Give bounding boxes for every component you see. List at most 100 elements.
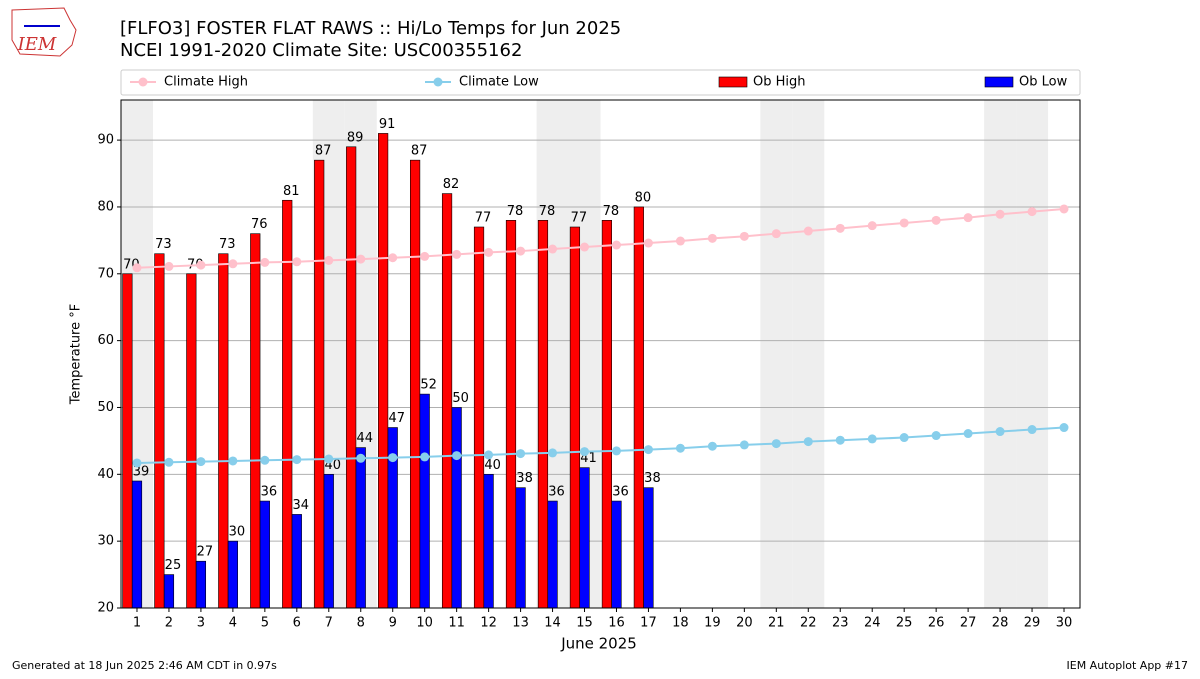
- data-label: 73: [155, 237, 172, 252]
- bar: [154, 253, 165, 609]
- point: [643, 445, 653, 455]
- bar: [250, 233, 261, 609]
- bar: [419, 393, 430, 609]
- point: [675, 443, 685, 453]
- legend-swatch: [718, 76, 748, 88]
- bar: [163, 574, 175, 609]
- x-tick-label: 9: [389, 616, 397, 631]
- point: [292, 257, 302, 267]
- point: [931, 215, 941, 225]
- bar: [131, 480, 143, 609]
- x-tick-label: 5: [261, 616, 269, 631]
- x-tick-label: 29: [1024, 616, 1041, 631]
- x-tick-label: 23: [832, 616, 849, 631]
- logo-outline: [11, 7, 77, 57]
- data-label: 36: [261, 485, 278, 500]
- bar: [314, 159, 325, 609]
- plot-frame: [120, 99, 1081, 609]
- bar: [186, 273, 197, 609]
- point: [132, 458, 142, 468]
- point: [611, 446, 621, 456]
- point: [452, 249, 462, 259]
- x-tick-label: 27: [960, 616, 977, 631]
- bar: [601, 220, 612, 609]
- point: [771, 229, 781, 239]
- data-label: 78: [507, 204, 524, 219]
- point: [803, 437, 813, 447]
- bar: [473, 226, 485, 609]
- point: [835, 223, 845, 233]
- point: [707, 441, 717, 451]
- x-tick-label: 13: [512, 616, 529, 631]
- bar: [409, 159, 421, 609]
- weekend-shade: [760, 100, 793, 608]
- data-label: 73: [219, 237, 236, 252]
- x-tick-label: 25: [896, 616, 913, 631]
- y-tick-label: 70: [97, 266, 114, 281]
- y-tick-label: 20: [97, 601, 114, 616]
- bar: [547, 500, 558, 609]
- point: [611, 240, 621, 250]
- y-tick-label: 30: [97, 534, 114, 549]
- logo: IEM: [11, 7, 77, 57]
- weekend-shade: [984, 100, 1017, 608]
- x-tick-label: 12: [480, 616, 497, 631]
- y-tick-label: 60: [97, 333, 114, 348]
- data-label: 78: [603, 204, 620, 219]
- point: [963, 429, 973, 439]
- bar: [291, 514, 302, 609]
- point: [931, 431, 941, 441]
- point: [132, 263, 142, 273]
- data-label: 36: [548, 485, 565, 500]
- point: [995, 427, 1005, 437]
- data-label: 77: [571, 211, 588, 226]
- line: [136, 207, 1065, 269]
- bar: [505, 220, 517, 609]
- data-label: 81: [283, 184, 300, 199]
- data-label: 47: [388, 411, 405, 426]
- point: [867, 221, 877, 231]
- bar: [227, 540, 238, 609]
- legend-swatch: [984, 76, 1014, 88]
- legend-label: Ob Low: [1019, 75, 1068, 90]
- point: [356, 254, 366, 264]
- bar: [346, 146, 357, 609]
- bar: [643, 487, 654, 609]
- y-tick-label: 40: [97, 467, 114, 482]
- footer-right: IEM Autoplot App #17: [1067, 659, 1189, 672]
- point: [803, 226, 813, 236]
- legend-marker: [433, 77, 443, 87]
- bar: [323, 474, 334, 609]
- point: [580, 242, 590, 252]
- point: [516, 246, 526, 256]
- line: [136, 426, 1065, 464]
- point: [707, 233, 717, 243]
- point: [164, 457, 174, 467]
- data-label: 34: [293, 498, 310, 513]
- data-label: 50: [452, 391, 469, 406]
- bar: [218, 253, 229, 609]
- data-label: 52: [420, 378, 437, 393]
- point: [963, 213, 973, 223]
- x-tick-label: 24: [864, 616, 881, 631]
- data-label: 38: [516, 471, 533, 486]
- point: [196, 260, 206, 270]
- bar: [483, 474, 494, 609]
- data-label: 40: [484, 458, 501, 473]
- x-tick-label: 28: [992, 616, 1009, 631]
- data-label: 36: [612, 485, 629, 500]
- data-label: 25: [165, 558, 182, 573]
- bar: [569, 226, 581, 609]
- data-label: 38: [644, 471, 661, 486]
- x-tick-label: 8: [357, 616, 365, 631]
- logo-text: IEM: [17, 34, 57, 55]
- weekend-shade: [792, 100, 825, 608]
- point: [452, 451, 462, 461]
- point: [356, 453, 366, 463]
- x-tick-label: 30: [1056, 616, 1073, 631]
- x-tick-label: 20: [736, 616, 753, 631]
- data-label: 27: [197, 545, 214, 560]
- point: [388, 453, 398, 463]
- bar: [537, 220, 549, 609]
